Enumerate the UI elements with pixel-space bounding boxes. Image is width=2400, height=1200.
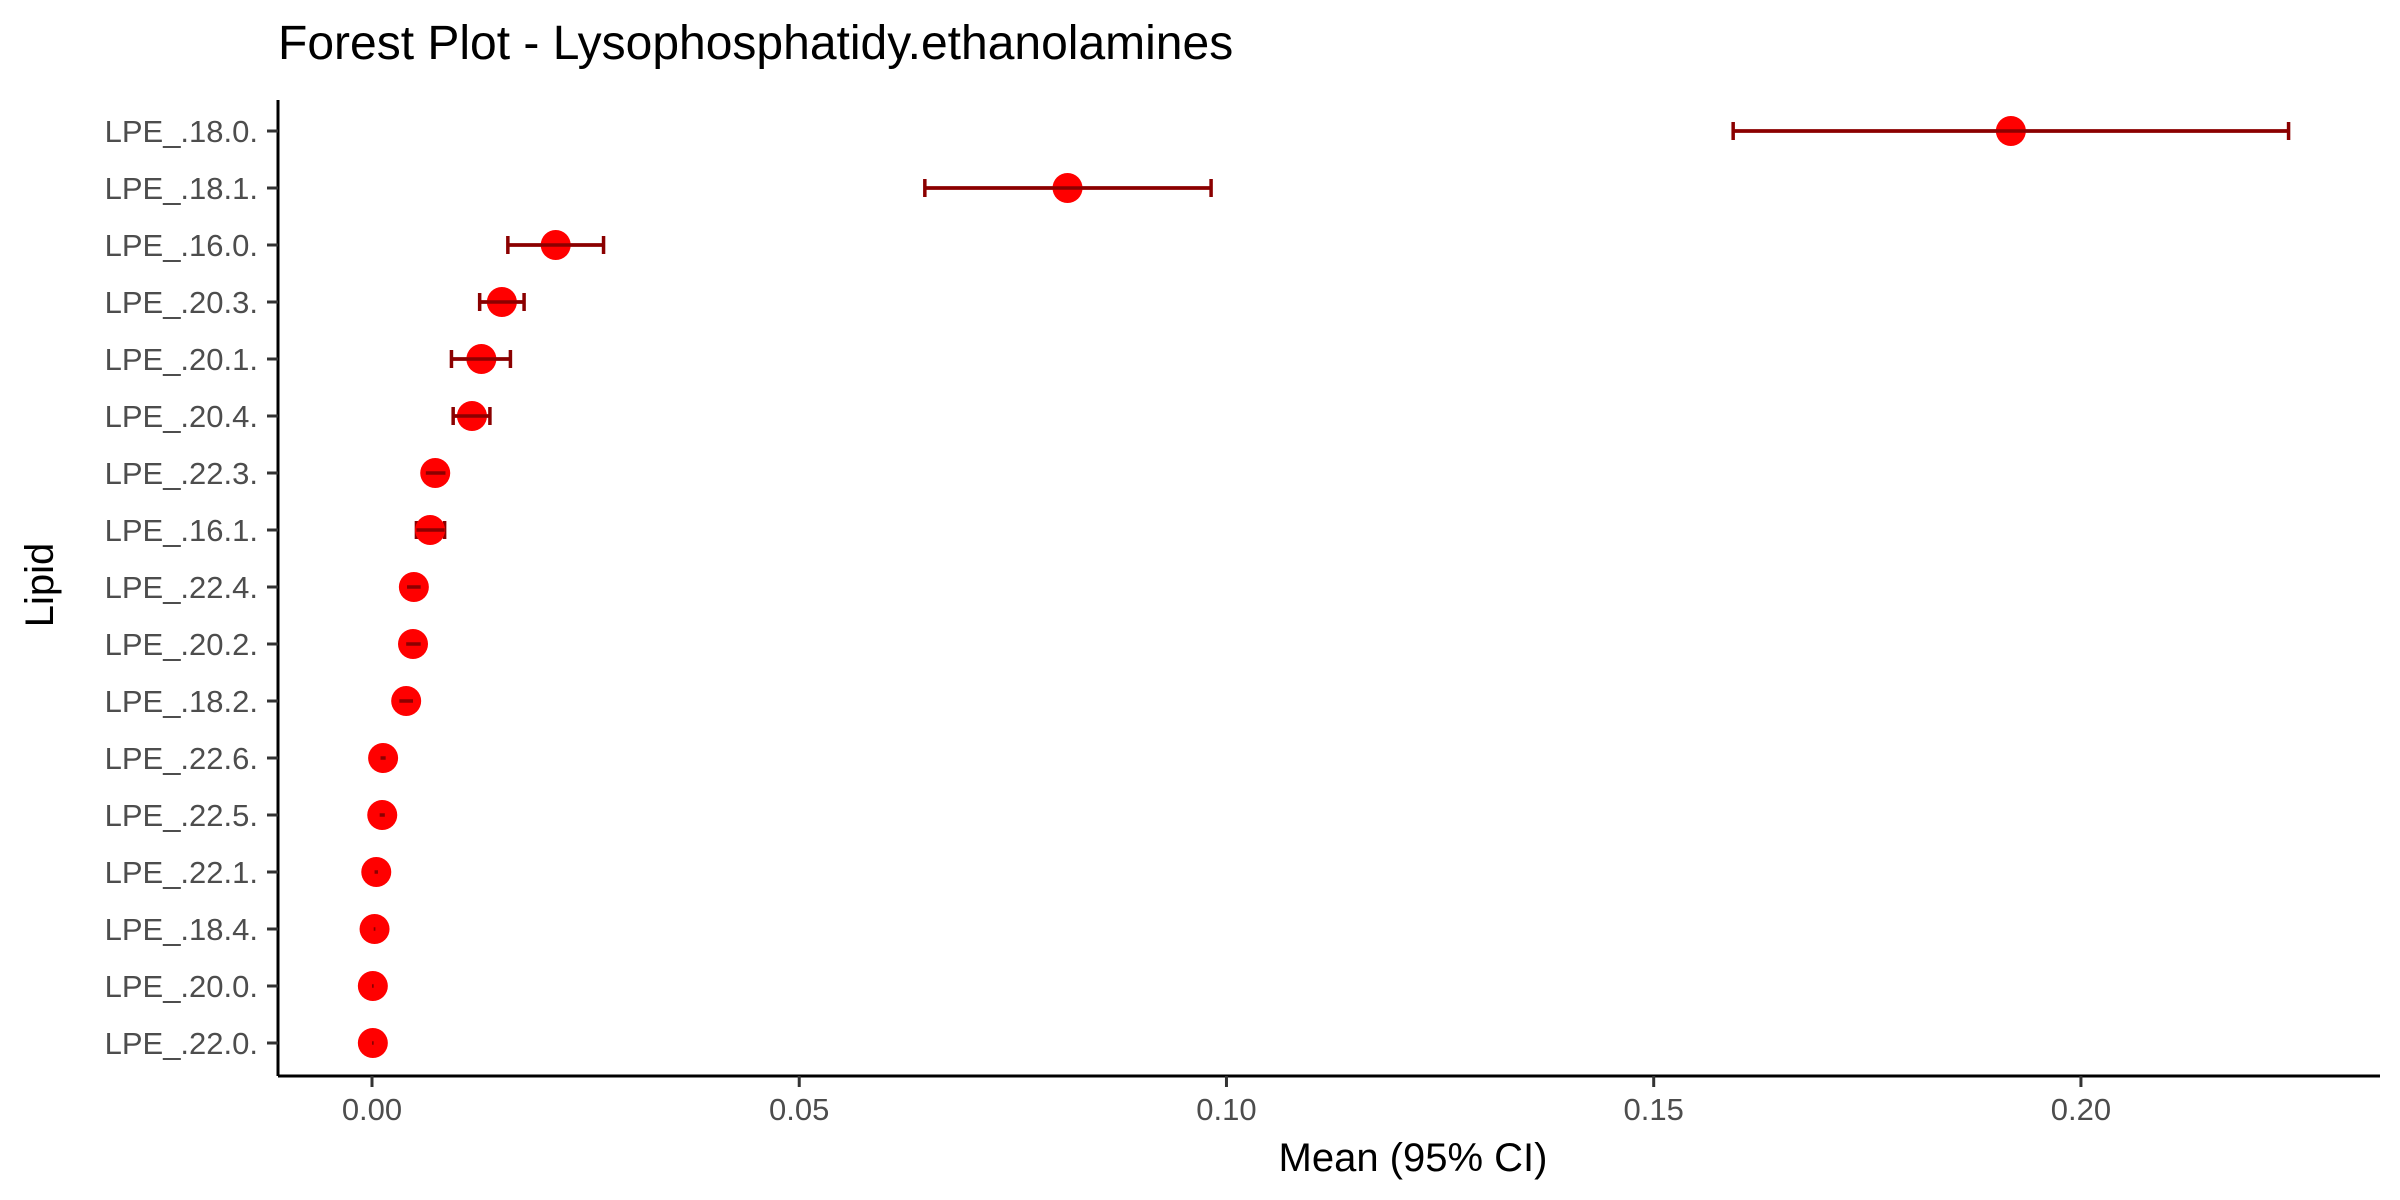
y-tick-label: LPE_.22.4.	[105, 570, 258, 605]
forest-row	[357, 1028, 388, 1058]
forest-row	[1731, 116, 2291, 146]
forest-row	[451, 401, 492, 431]
y-tick-label: LPE_.22.5.	[105, 798, 258, 833]
forest-row	[506, 230, 606, 260]
x-tick-label: 0.15	[1624, 1092, 1684, 1127]
forest-row	[367, 800, 398, 830]
y-axis-ticks: LPE_.18.0. LPE_.18.1. LPE_.16.0. LPE_.20.3.…	[105, 114, 278, 1061]
forest-row	[361, 857, 392, 887]
y-tick-label: LPE_.18.0.	[105, 114, 258, 149]
x-tick-label: 0.05	[769, 1092, 829, 1127]
forest-row	[398, 629, 429, 659]
forest-row	[368, 743, 399, 773]
y-tick-label: LPE_.20.2.	[105, 627, 258, 662]
y-tick-label: LPE_.16.0.	[105, 228, 258, 263]
forest-row	[414, 515, 447, 545]
forest-row	[449, 344, 513, 374]
y-tick-label: LPE_.18.4.	[105, 912, 258, 947]
x-tick-label: 0.00	[342, 1092, 402, 1127]
x-tick-label: 0.20	[2051, 1092, 2111, 1127]
x-tick-label: 0.10	[1196, 1092, 1256, 1127]
data-marks	[357, 116, 2291, 1058]
y-tick-label: LPE_.22.6.	[105, 741, 258, 776]
y-axis-title: Lipid	[18, 543, 62, 628]
forest-row	[398, 572, 429, 602]
x-axis-title: Mean (95% CI)	[1279, 1136, 1548, 1180]
y-tick-label: LPE_.20.0.	[105, 969, 258, 1004]
y-tick-label: LPE_.22.1.	[105, 855, 258, 890]
forest-row	[477, 287, 526, 317]
forest-row	[357, 971, 388, 1001]
x-axis-ticks: 0.00 0.05 0.10 0.15 0.20	[342, 1076, 2111, 1127]
y-tick-label: LPE_.22.0.	[105, 1026, 258, 1061]
forest-row	[420, 458, 451, 488]
forest-row	[391, 686, 422, 716]
chart-title: Forest Plot - Lysophosphatidy.ethanolami…	[278, 17, 1233, 70]
y-tick-label: LPE_.20.3.	[105, 285, 258, 320]
y-tick-label: LPE_.20.4.	[105, 399, 258, 434]
forest-row	[359, 914, 390, 944]
y-tick-label: LPE_.18.2.	[105, 684, 258, 719]
y-tick-label: LPE_.18.1.	[105, 171, 258, 206]
y-tick-label: LPE_.22.3.	[105, 456, 258, 491]
y-tick-label: LPE_.16.1.	[105, 513, 258, 548]
y-tick-label: LPE_.20.1.	[105, 342, 258, 377]
forest-row	[923, 173, 1213, 203]
